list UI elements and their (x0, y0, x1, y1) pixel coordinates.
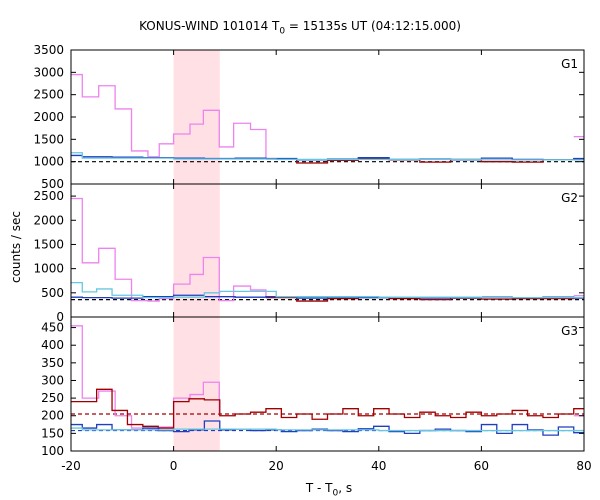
panel-g1-ytick-label: 1000 (33, 155, 64, 169)
panel-g1-ytick-label: 3500 (33, 43, 64, 57)
title-text-1: KONUS-WIND 101014 T (139, 19, 280, 33)
panel-g3-series-blue (71, 420, 584, 436)
xlabel-text-1: T - T (305, 481, 333, 495)
shaded-interval (173, 50, 220, 451)
title-subscript: 0 (279, 26, 286, 37)
panel-g1-label: G1 (561, 57, 578, 71)
panel-g3-ytick-label: 150 (41, 426, 64, 440)
x-axis-label: T - T0, s (0, 481, 600, 498)
title-text-2: = 15135s UT (04:12:15.000) (285, 19, 461, 33)
panel-g2-ytick-label: 1500 (33, 237, 64, 251)
panel-g1-series-red (265, 157, 584, 164)
panel-g1-series-pink (71, 73, 267, 159)
panel-g2-series-cyan (71, 282, 584, 299)
panel-g1-ytick-label: 2000 (33, 110, 64, 124)
panel-g2-ytick-label: 2500 (33, 189, 64, 203)
panel-g1-frame (70, 49, 585, 185)
panel-g1-ytick-label: 1500 (33, 132, 64, 146)
panel-g1-series-cyan (71, 152, 584, 161)
panel-g3-ytick-label: 400 (41, 338, 64, 352)
panel-g3-frame (70, 316, 585, 452)
xtick-label: 40 (371, 459, 386, 473)
panel-g3-ytick-label: 300 (41, 373, 64, 387)
panel-g2-ytick-label: 0 (56, 310, 64, 324)
panel-g3-series-pink (71, 325, 220, 430)
panel-g3-series-red (71, 388, 584, 429)
panel-g1-ytick-label: 2500 (33, 88, 64, 102)
xtick-label: -20 (61, 459, 81, 473)
xtick-label: 20 (269, 459, 284, 473)
panel-g1-ytick-label: 500 (41, 177, 64, 191)
xtick-label: 0 (170, 459, 178, 473)
panel-g3-ytick-label: 250 (41, 391, 64, 405)
panel-g3-ytick-label: 100 (41, 444, 64, 458)
panel-g3-ytick-label: 450 (41, 321, 64, 335)
panel-g2-ytick-label: 1000 (33, 262, 64, 276)
panel-g3-series-cyan (71, 427, 584, 432)
panel-g3-ytick-label: 200 (41, 409, 64, 423)
panel-g2-label: G2 (561, 191, 578, 205)
panel-g2-ytick-label: 500 (41, 286, 64, 300)
xlabel-subscript: 0 (332, 488, 339, 499)
panel-g2-series-pink (71, 197, 267, 302)
panel-g2-series-red (265, 297, 584, 302)
xlabel-text-2: , s (338, 481, 353, 495)
xtick-label: 80 (576, 459, 591, 473)
panel-g1-ytick-label: 3000 (33, 65, 64, 79)
xtick-label: 60 (474, 459, 489, 473)
chart-title: KONUS-WIND 101014 T0 = 15135s UT (04:12:… (0, 19, 600, 36)
panel-g3-label: G3 (561, 324, 578, 338)
panel-g3-ytick-label: 350 (41, 356, 64, 370)
panel-g2-ytick-label: 2000 (33, 213, 64, 227)
